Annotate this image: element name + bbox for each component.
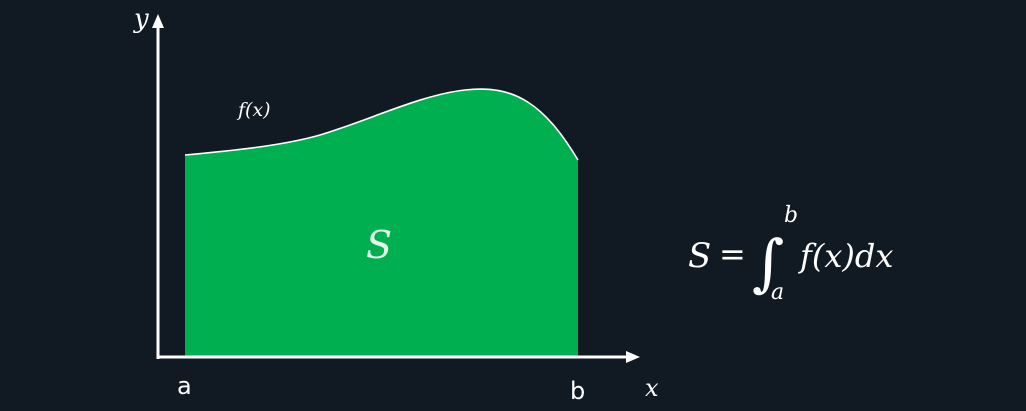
y-axis-label: y — [133, 4, 149, 34]
lower-bound-label: a — [177, 372, 192, 400]
formula-integrand: f(x)dx — [798, 237, 893, 275]
y-axis-arrow-icon — [152, 14, 164, 28]
integral-sign-icon: ∫ — [752, 226, 784, 299]
y-axis — [152, 14, 164, 359]
formula-lower-limit: a — [771, 280, 784, 305]
curve-label: f(x) — [236, 99, 271, 121]
x-axis-label: x — [645, 374, 659, 402]
area-label: S — [366, 223, 392, 267]
formula-equals: = — [719, 235, 746, 273]
formula-upper-limit: b — [784, 203, 798, 228]
formula-lhs: S — [688, 236, 711, 276]
upper-bound-label: b — [570, 377, 585, 405]
x-axis — [157, 351, 640, 363]
x-axis-arrow-icon — [626, 351, 640, 363]
area-under-curve — [185, 89, 578, 357]
function-curve — [184, 88, 579, 161]
integral-formula: S = ∫ b a f(x)dx — [688, 203, 893, 305]
